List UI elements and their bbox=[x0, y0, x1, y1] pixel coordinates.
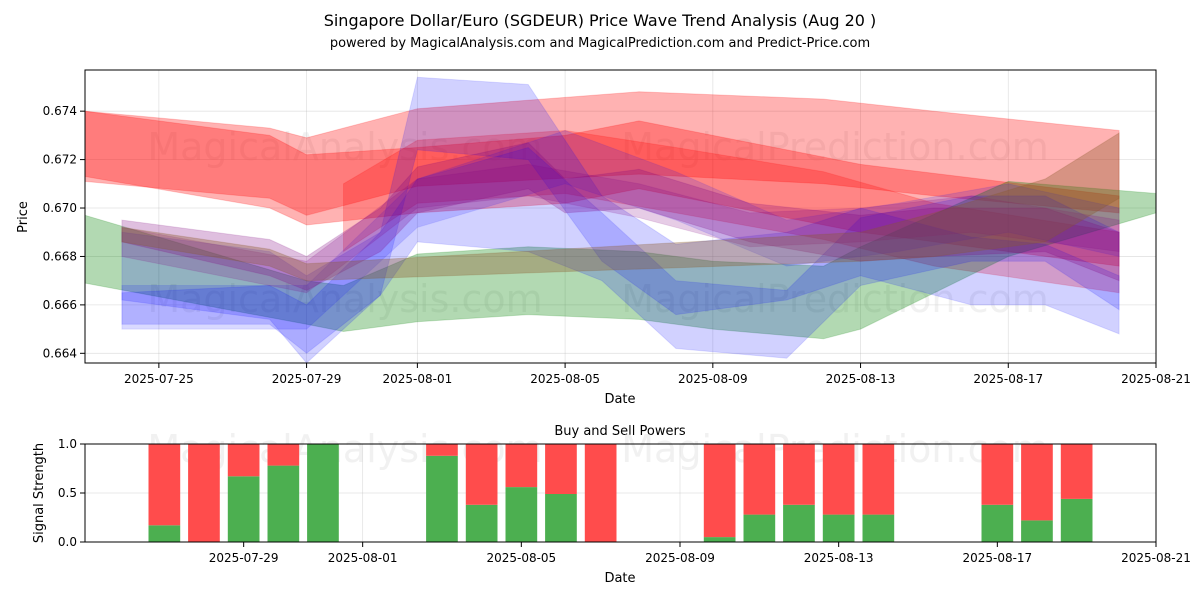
bar-x-tick-label: 2025-08-13 bbox=[804, 551, 874, 565]
buy-sell-bars bbox=[148, 444, 1093, 542]
sell-bar bbox=[1060, 444, 1093, 499]
buy-bar bbox=[1021, 520, 1053, 542]
bar-x-tick-label: 2025-07-29 bbox=[209, 551, 279, 565]
buy-bar bbox=[267, 465, 300, 542]
bar-y-tick-label: 0.0 bbox=[58, 535, 77, 549]
chart-title: Singapore Dollar/Euro (SGDEUR) Price Wav… bbox=[324, 11, 877, 30]
main-y-axis-label: Price bbox=[16, 201, 31, 233]
sell-bar bbox=[743, 444, 776, 515]
wave-band-purple-wave-2 bbox=[121, 163, 1120, 294]
bar-chart-title: Buy and Sell Powers bbox=[554, 424, 685, 439]
buy-bar bbox=[783, 504, 815, 542]
main-x-tick-label: 2025-08-01 bbox=[383, 372, 453, 386]
buy-bar bbox=[862, 514, 895, 542]
main-y-tick-label: 0.664 bbox=[43, 346, 77, 360]
sell-bar bbox=[148, 444, 181, 526]
wave-band-blue-wave-3 bbox=[121, 129, 1120, 330]
main-y-tick-label: 0.674 bbox=[43, 104, 77, 118]
main-y-tick-label: 0.672 bbox=[43, 153, 77, 167]
main-y-tick-label: 0.668 bbox=[43, 249, 77, 263]
main-x-tick-label: 2025-07-29 bbox=[272, 372, 342, 386]
buy-bar bbox=[743, 514, 776, 542]
sell-bar bbox=[188, 444, 220, 542]
main-x-tick-label: 2025-08-17 bbox=[973, 372, 1043, 386]
sell-bar bbox=[545, 444, 577, 494]
sell-bar bbox=[703, 444, 736, 538]
main-x-tick-label: 2025-08-21 bbox=[1121, 372, 1191, 386]
buy-bar bbox=[545, 494, 577, 542]
wave-band-blue-wave-1 bbox=[121, 76, 1120, 354]
sell-bar bbox=[505, 444, 538, 488]
watermark-analysis-top: MagicalAnalysis.com bbox=[147, 125, 542, 169]
sell-bar bbox=[1021, 444, 1053, 521]
buy-bar bbox=[981, 504, 1014, 542]
buy-bar bbox=[465, 504, 498, 542]
price-wave-plot: MagicalAnalysis.com MagicalPrediction.co… bbox=[16, 69, 1191, 407]
buy-bar bbox=[703, 537, 736, 542]
bar-x-tick-label: 2025-08-09 bbox=[645, 551, 715, 565]
wave-band-red-wave-1 bbox=[84, 91, 1120, 216]
bar-x-axis-label: Date bbox=[604, 571, 635, 586]
bar-y-tick-label: 0.5 bbox=[58, 486, 77, 500]
main-y-tick-label: 0.670 bbox=[43, 201, 77, 215]
main-x-tick-label: 2025-08-09 bbox=[678, 372, 748, 386]
bar-x-tick-label: 2025-08-01 bbox=[328, 551, 398, 565]
main-watermarks: MagicalAnalysis.com MagicalPrediction.co… bbox=[147, 125, 1048, 321]
main-x-axis-label: Date bbox=[604, 392, 635, 407]
buy-bar bbox=[822, 514, 855, 542]
main-y-ticks: 0.664 0.666 0.668 0.670 0.672 0.674 bbox=[43, 104, 85, 360]
buy-bar bbox=[1060, 498, 1093, 542]
sell-bar bbox=[822, 444, 855, 515]
sell-bar bbox=[227, 444, 260, 477]
watermark-prediction-bottom: MagicalPrediction.com bbox=[621, 277, 1049, 321]
sell-bar bbox=[465, 444, 498, 505]
wave-band-brown-wave bbox=[121, 132, 1120, 282]
price-wave-bands bbox=[84, 76, 1157, 364]
watermark-analysis-bottom: MagicalAnalysis.com bbox=[147, 277, 542, 321]
main-x-tick-label: 2025-08-13 bbox=[826, 372, 896, 386]
buy-bar bbox=[307, 444, 339, 542]
bar-x-tick-label: 2025-08-17 bbox=[962, 551, 1032, 565]
main-plot-background bbox=[85, 70, 1156, 363]
bar-x-tick-label: 2025-08-21 bbox=[1121, 551, 1191, 565]
buy-sell-plot: Buy and Sell Powers MagicalAnalysis.com … bbox=[32, 424, 1191, 586]
wave-band-purple-wave-1 bbox=[121, 142, 1120, 291]
sell-bar bbox=[981, 444, 1014, 505]
bar-y-axis-label: Signal Strength bbox=[32, 443, 47, 543]
sell-bar bbox=[862, 444, 895, 515]
buy-bar bbox=[426, 455, 458, 542]
wave-band-red-wave-3 bbox=[343, 129, 1120, 294]
buy-bar bbox=[227, 476, 260, 542]
main-y-tick-label: 0.666 bbox=[43, 298, 77, 312]
bar-y-tick-label: 1.0 bbox=[58, 437, 77, 451]
bar-plot-background bbox=[85, 444, 1156, 542]
watermark-prediction-top: MagicalPrediction.com bbox=[621, 125, 1049, 169]
chart-subtitle: powered by MagicalAnalysis.com and Magic… bbox=[330, 36, 870, 51]
main-x-tick-label: 2025-08-05 bbox=[530, 372, 600, 386]
sell-bar bbox=[783, 444, 815, 505]
buy-bar bbox=[148, 525, 181, 542]
bar-x-ticks: 2025-07-29 2025-08-01 2025-08-05 2025-08-09… bbox=[209, 542, 1191, 565]
bar-y-ticks: 0.0 0.5 1.0 bbox=[58, 437, 85, 549]
main-plot-frame bbox=[84, 69, 1157, 364]
sell-bar bbox=[584, 444, 617, 542]
buy-bar bbox=[505, 487, 538, 542]
sell-bar bbox=[426, 444, 458, 456]
wave-band-blue-wave-2 bbox=[121, 146, 1120, 364]
bar-x-tick-label: 2025-08-05 bbox=[486, 551, 556, 565]
wave-band-red-wave-2 bbox=[84, 110, 1120, 267]
main-x-ticks: 2025-07-25 2025-07-29 2025-08-01 2025-08-05… bbox=[124, 363, 1191, 386]
main-x-tick-label: 2025-07-25 bbox=[124, 372, 194, 386]
sell-bar bbox=[267, 444, 300, 466]
